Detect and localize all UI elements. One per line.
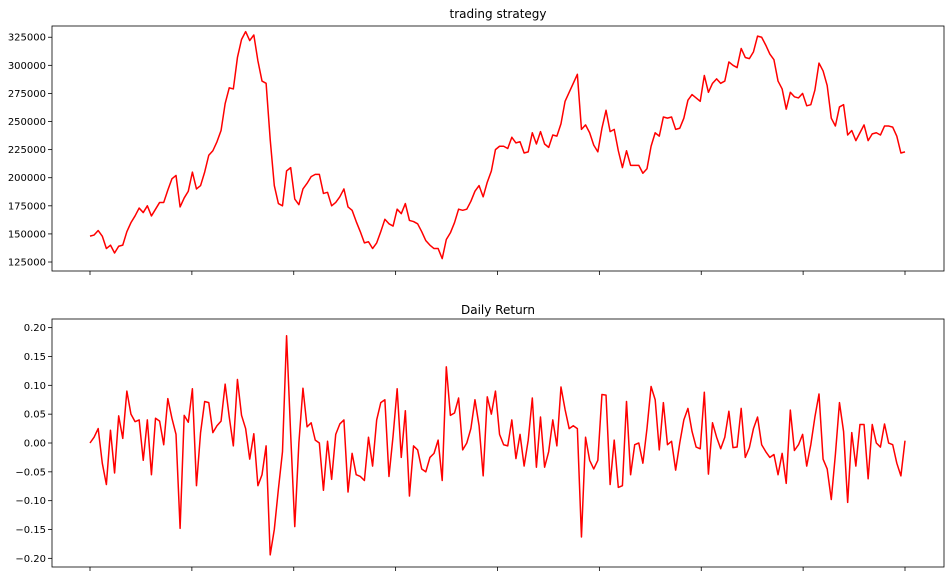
trading-strategy-series-line	[89, 30, 906, 260]
daily-return-y-tick-label: −0.15	[15, 525, 46, 536]
daily-return-title: Daily Return	[461, 303, 535, 317]
trading-strategy-title: trading strategy	[449, 7, 546, 21]
daily-return-axes-frame	[51, 318, 945, 568]
trading-strategy-y-tick-label: 125000	[8, 258, 46, 269]
trading-strategy-x-axis	[89, 271, 906, 275]
daily-return-y-tick-label: 0.15	[24, 352, 46, 363]
trading-strategy-y-tick-label: 200000	[8, 173, 46, 184]
daily-return-y-tick-label: −0.05	[15, 467, 46, 478]
daily-return-y-tick-label: 0.20	[24, 323, 46, 334]
trading-strategy-axes-frame	[51, 25, 945, 272]
trading-strategy-y-tick-label: 175000	[8, 201, 46, 212]
trading-strategy-y-tick-label: 250000	[8, 117, 46, 128]
trading-strategy-y-tick-label: 225000	[8, 145, 46, 156]
daily-return-y-axis: 0.20 0.15 0.10 0.05 0.00 −0.05 −0.10 −0.15 −0.20	[15, 323, 52, 565]
trading-strategy-y-tick-label: 275000	[8, 89, 46, 100]
daily-return-y-tick-label: 0.05	[24, 410, 46, 421]
daily-return-y-tick-label: 0.10	[24, 381, 46, 392]
daily-return-x-axis	[89, 567, 906, 571]
trading-strategy-y-tick-label: 300000	[8, 61, 46, 72]
daily-return-y-tick-label: −0.20	[15, 554, 46, 565]
daily-return-y-tick-label: 0.00	[24, 439, 46, 450]
daily-return-y-tick-label: −0.10	[15, 496, 46, 507]
daily-return-panel: Daily Return 0.20 0.15 0.10 0.05 0.00 −0.05 −0…	[15, 303, 945, 571]
trading-strategy-y-tick-label: 325000	[8, 33, 46, 44]
trading-strategy-y-axis: 125000 150000 175000 200000 225000 250000 2750…	[8, 33, 52, 269]
trading-strategy-y-tick-label: 150000	[8, 229, 46, 240]
trading-strategy-panel: trading strategy 125000 150000 175000 20000…	[8, 7, 945, 275]
daily-return-series-line	[89, 334, 906, 556]
